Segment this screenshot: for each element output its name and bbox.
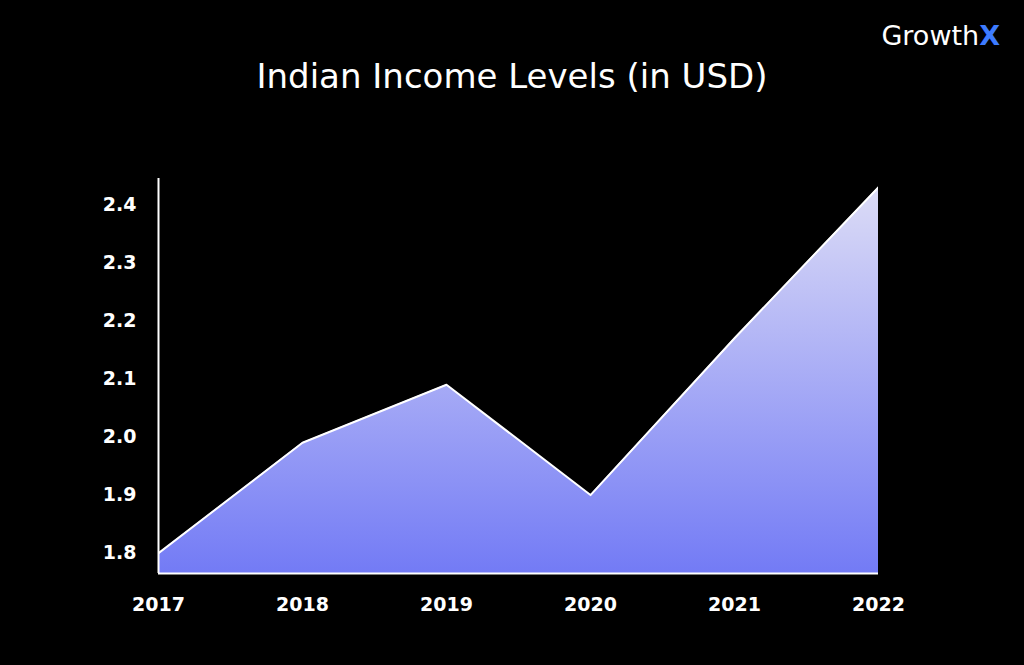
- svg-text:2020: 2020: [564, 593, 617, 615]
- svg-text:2021: 2021: [708, 593, 761, 615]
- svg-text:2.1: 2.1: [103, 367, 137, 389]
- svg-text:2.4: 2.4: [103, 193, 137, 215]
- svg-text:1.8: 1.8: [103, 541, 137, 563]
- svg-text:2.2: 2.2: [103, 309, 137, 331]
- svg-text:2018: 2018: [276, 593, 329, 615]
- svg-text:2.0: 2.0: [103, 425, 137, 447]
- svg-text:2.3: 2.3: [103, 251, 137, 273]
- html-text:Indian Income Levels (in USD): Indian Income Levels (in USD): [256, 56, 768, 96]
- svg-text:2022: 2022: [852, 593, 905, 615]
- svg-text:2019: 2019: [420, 593, 473, 615]
- html-text:‘000s: ‘000s: [128, 136, 175, 156]
- svg-text:2017: 2017: [132, 593, 185, 615]
- html-text:Growth X: Growth X: [881, 20, 1000, 51]
- svg-text:1.9: 1.9: [103, 483, 137, 505]
